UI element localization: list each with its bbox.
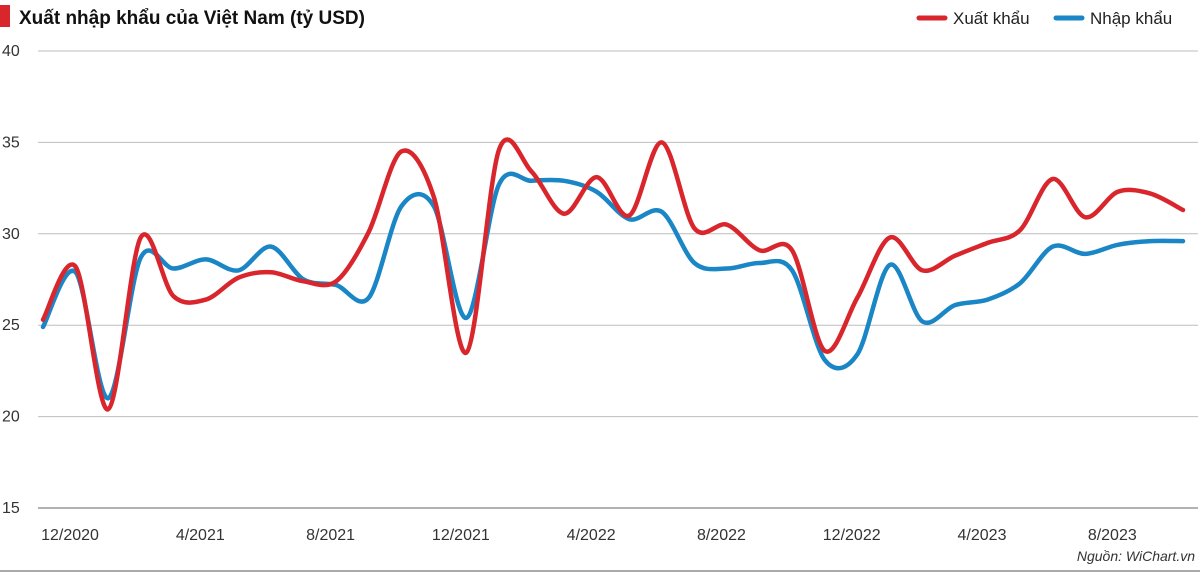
series-line-xuat-khau <box>40 137 1186 412</box>
x-tick-label: 8/2022 <box>697 527 746 544</box>
gridlines <box>38 50 1198 509</box>
x-tick-label: 4/2023 <box>958 527 1007 544</box>
legend-label: Nhập khẩu <box>1090 9 1172 28</box>
y-tick-label: 25 <box>2 317 20 334</box>
y-axis-ticks: 15 20 25 30 35 40 <box>2 43 20 517</box>
x-tick-label: 8/2023 <box>1088 527 1137 544</box>
x-tick-label: 4/2021 <box>176 527 225 544</box>
source-note: Nguồn: WiChart.vn <box>1077 548 1195 564</box>
y-tick-label: 20 <box>2 409 20 426</box>
chart-title: Xuất nhập khẩu của Việt Nam (tỷ USD) <box>19 8 365 29</box>
y-tick-label: 30 <box>2 226 20 243</box>
x-axis-ticks: 12/2020 4/2021 8/2021 12/2021 4/2022 8/2022 12… <box>41 527 1137 544</box>
legend-label: Xuất khẩu <box>953 9 1030 28</box>
y-tick-label: 40 <box>2 43 20 60</box>
x-tick-label: 8/2021 <box>306 527 355 544</box>
x-tick-label: 12/2020 <box>41 527 99 544</box>
title-accent-bar <box>0 5 10 27</box>
x-tick-label: 12/2021 <box>432 527 490 544</box>
x-tick-label: 12/2022 <box>823 527 881 544</box>
x-tick-label: 4/2022 <box>567 527 616 544</box>
y-tick-label: 35 <box>2 134 20 151</box>
y-tick-label: 15 <box>2 500 20 517</box>
legend: Xuất khẩu Nhập khẩu <box>916 9 1172 28</box>
series-lines <box>40 137 1186 412</box>
